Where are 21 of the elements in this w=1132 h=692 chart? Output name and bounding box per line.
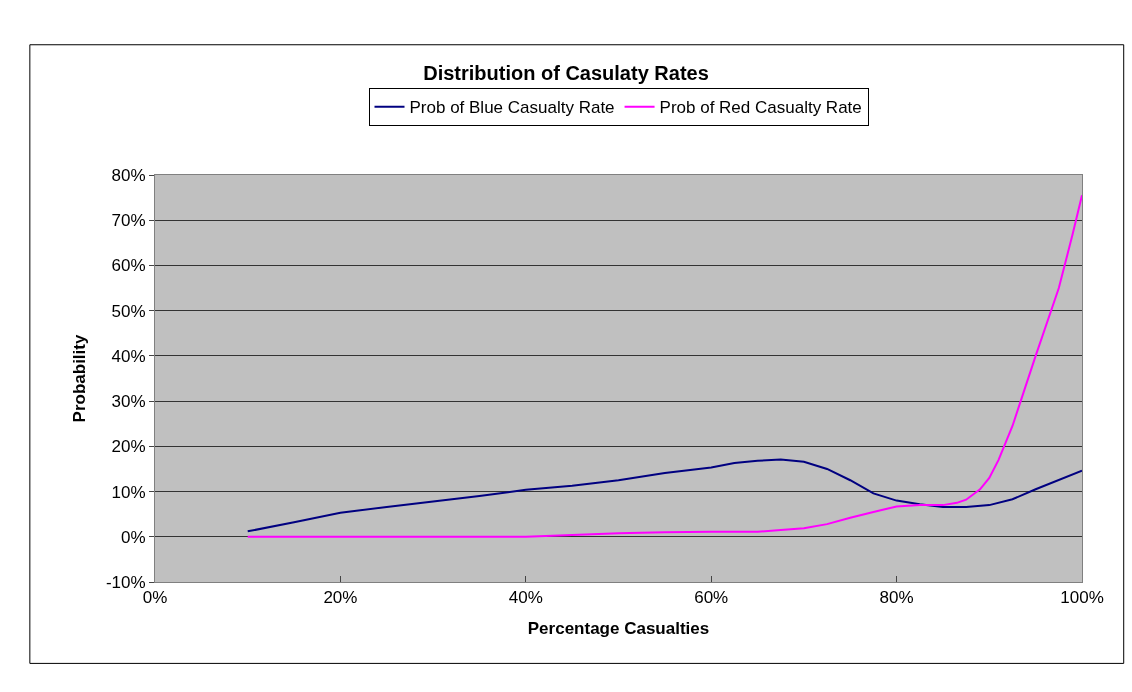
x-axis-title: Percentage Casualties [527, 618, 710, 638]
y-axis-title: Probability [70, 334, 90, 423]
line-series [246, 194, 1082, 538]
line-series [246, 458, 1082, 533]
y-tick-label: 20% [111, 437, 146, 457]
x-tick-label: 60% [694, 588, 729, 608]
y-tick-label: 10% [111, 482, 146, 502]
x-tick-label: 40% [508, 588, 543, 608]
x-tick-label: 100% [1060, 588, 1104, 608]
x-tick-label: 80% [879, 588, 914, 608]
y-tick-label: 60% [111, 256, 146, 276]
y-tick-label: 40% [111, 346, 146, 366]
legend-label: Prob of Red Casualty Rate [659, 98, 862, 118]
y-tick-label: 0% [121, 527, 146, 547]
y-tick-label: 80% [111, 165, 146, 185]
y-tick-label: 50% [111, 301, 146, 321]
y-tick-label: 30% [111, 392, 146, 412]
chart-title: Distribution of Casulaty Rates [423, 61, 709, 84]
legend-label: Prob of Blue Casualty Rate [409, 98, 615, 118]
y-tick-label: 70% [111, 211, 146, 231]
x-tick-label: 20% [323, 588, 358, 608]
